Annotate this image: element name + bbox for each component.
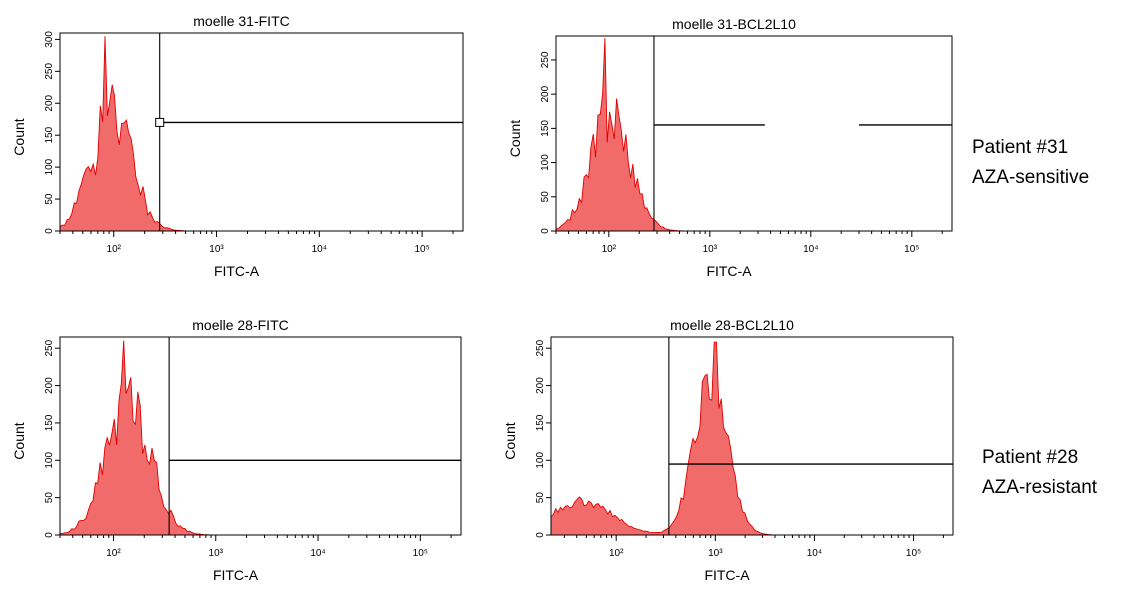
y-tick-label: 300 [44,31,55,48]
y-tick-label: 50 [44,492,55,504]
gate-handle[interactable] [155,117,165,127]
y-axis-label: Count [507,120,523,157]
histogram-area [59,340,461,536]
patient-31-id: Patient #31 [972,137,1069,158]
x-tick-label: 10⁵ [413,548,428,559]
y-tick-label: 150 [535,414,546,431]
histogram-area [59,36,463,232]
y-tick-label: 100 [44,158,55,175]
patient-28-id: Patient #28 [982,447,1079,468]
y-tick-label: 0 [535,532,546,538]
x-axis-label: FITC-A [704,567,750,583]
histogram-area [555,38,952,232]
x-tick-label: 10² [609,548,624,559]
chart-title: moelle 31-FITC [193,13,289,29]
plot-frame [59,32,464,232]
x-tick-label: 10⁵ [904,244,919,255]
y-tick-label: 250 [44,339,55,356]
x-axis-label: FITC-A [213,567,259,583]
x-tick-label: 10³ [708,548,723,559]
y-tick-label: 0 [540,228,551,234]
y-tick-label: 150 [540,120,551,137]
y-tick-label: 50 [540,191,551,203]
x-tick-label: 10⁵ [414,244,429,255]
x-tick-label: 10³ [209,244,224,255]
x-tick-label: 10⁵ [906,548,921,559]
chart-title: moelle 31-BCL2L10 [672,16,796,32]
plot-frame [59,336,462,536]
y-tick-label: 50 [44,193,55,205]
y-tick-label: 250 [540,51,551,68]
x-tick-label: 10⁴ [310,548,325,559]
y-tick-label: 200 [44,94,55,111]
histogram-area [550,341,953,536]
patient-28-status: AZA-resistant [982,477,1098,498]
histogram-panel-1: 0 50 100 150 200 250 300 10² 10³ 10⁴ 10⁵ moelle 31-… [11,13,464,279]
histogram-panel-4: 0 50 100 150 200 250 10² 10³ 10⁴ 10⁵ moelle 28-BCL… [502,317,954,583]
x-tick-label: 10² [106,548,121,559]
x-tick-label: 10³ [209,548,224,559]
x-tick-label: 10² [602,244,617,255]
y-tick-label: 100 [540,154,551,171]
x-tick-label: 10² [107,244,122,255]
patient-28-label: Patient #28 AZA-resistant [982,443,1097,503]
x-tick-label: 10⁴ [807,548,822,559]
y-tick-label: 200 [540,85,551,102]
histogram-panel-3: 0 50 100 150 200 250 10² 10³ 10⁴ 10⁵ moelle 28-FIT… [11,317,462,583]
y-tick-label: 100 [44,452,55,469]
x-tick-label: 10⁴ [803,244,818,255]
plot-frame [550,336,954,536]
y-tick-label: 250 [535,339,546,356]
patient-31-label: Patient #31 AZA-sensitive [972,133,1089,193]
y-axis-label: Count [11,118,27,155]
y-tick-label: 200 [44,377,55,394]
y-tick-label: 0 [44,532,55,538]
y-tick-label: 50 [535,492,546,504]
histogram-panel-2: 0 50 100 150 200 250 10² 10³ 10⁴ 10⁵ moelle 31-BCL… [507,16,953,279]
x-axis-label: FITC-A [214,263,260,279]
y-axis-label: Count [11,422,27,459]
y-tick-label: 100 [535,452,546,469]
plot-frame [555,35,953,232]
x-tick-label: 10³ [703,244,718,255]
y-tick-label: 200 [535,377,546,394]
x-tick-label: 10⁴ [312,244,327,255]
y-tick-label: 0 [44,228,55,234]
patient-31-status: AZA-sensitive [972,167,1090,188]
y-tick-label: 150 [44,414,55,431]
y-axis-label: Count [502,422,518,459]
chart-title: moelle 28-BCL2L10 [670,317,794,333]
chart-title: moelle 28-FITC [192,317,288,333]
y-tick-label: 150 [44,126,55,143]
x-axis-label: FITC-A [706,263,752,279]
y-tick-label: 250 [44,63,55,80]
